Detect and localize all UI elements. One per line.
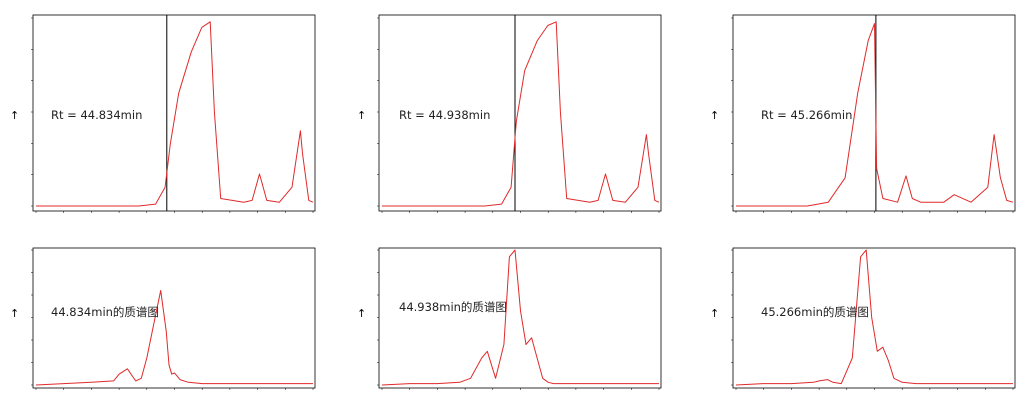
mass-spectrum-panel-3: ↑ 45.266min的质谱图 (710, 247, 1016, 390)
plot-frame (732, 14, 1016, 212)
chromatogram-panel-3: ↑ Rt = 45.266min (710, 14, 1016, 213)
chromatogram-trace (36, 21, 314, 207)
axis-ticks (31, 17, 314, 213)
spectrum-label: 45.266min的质谱图 (761, 305, 869, 319)
y-axis-arrow-glyph: ↑ (10, 307, 19, 320)
plot-frame (732, 247, 1016, 389)
spectrum-trace (35, 290, 313, 386)
y-axis-arrow-glyph: ↑ (710, 109, 719, 122)
y-axis-arrow-glyph: ↑ (10, 109, 19, 122)
axis-ticks (377, 249, 660, 390)
plot-frame (32, 14, 316, 212)
chromatogram-panel-2: ↑ Rt = 44.938min (357, 14, 662, 213)
retention-time-label: Rt = 44.938min (399, 108, 490, 122)
axis-ticks (377, 17, 660, 213)
axis-ticks (731, 249, 1014, 390)
retention-time-label: Rt = 44.834min (51, 108, 142, 122)
spectrum-trace (381, 249, 659, 386)
spectrum-trace (735, 249, 1013, 386)
y-axis-arrow-glyph: ↑ (357, 109, 366, 122)
spectrum-label: 44.834min的质谱图 (51, 305, 159, 319)
chromatogram-trace (736, 23, 1014, 207)
y-axis-arrow-glyph: ↑ (357, 307, 366, 320)
plot-frame (378, 14, 662, 212)
y-axis-arrow-glyph: ↑ (710, 307, 719, 320)
chromatogram-panel-1: ↑ Rt = 44.834min (10, 14, 316, 213)
retention-time-label: Rt = 45.266min (761, 108, 852, 122)
axis-ticks (31, 249, 314, 390)
chromatogram-trace (382, 21, 660, 207)
mass-spectrum-panel-2: ↑ 44.938min的质谱图 (357, 247, 662, 390)
axis-ticks (731, 17, 1014, 213)
mass-spectrum-panel-1: ↑ 44.834min的质谱图 (10, 247, 316, 390)
plot-frame (378, 247, 662, 389)
plot-frame (32, 247, 316, 389)
spectrum-label: 44.938min的质谱图 (399, 300, 507, 314)
